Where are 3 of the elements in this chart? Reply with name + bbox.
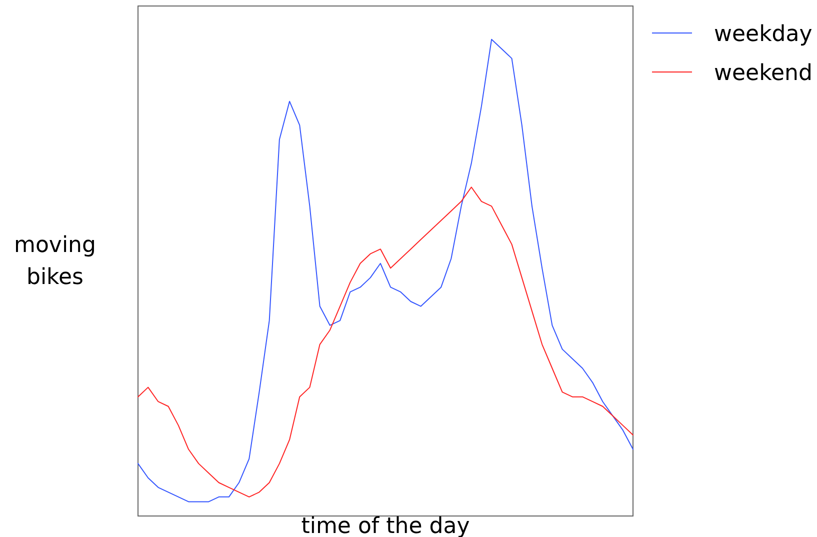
legend-label: weekday: [714, 22, 812, 47]
legend-label: weekend: [714, 61, 812, 86]
y-axis-title: moving bikes: [14, 233, 96, 290]
